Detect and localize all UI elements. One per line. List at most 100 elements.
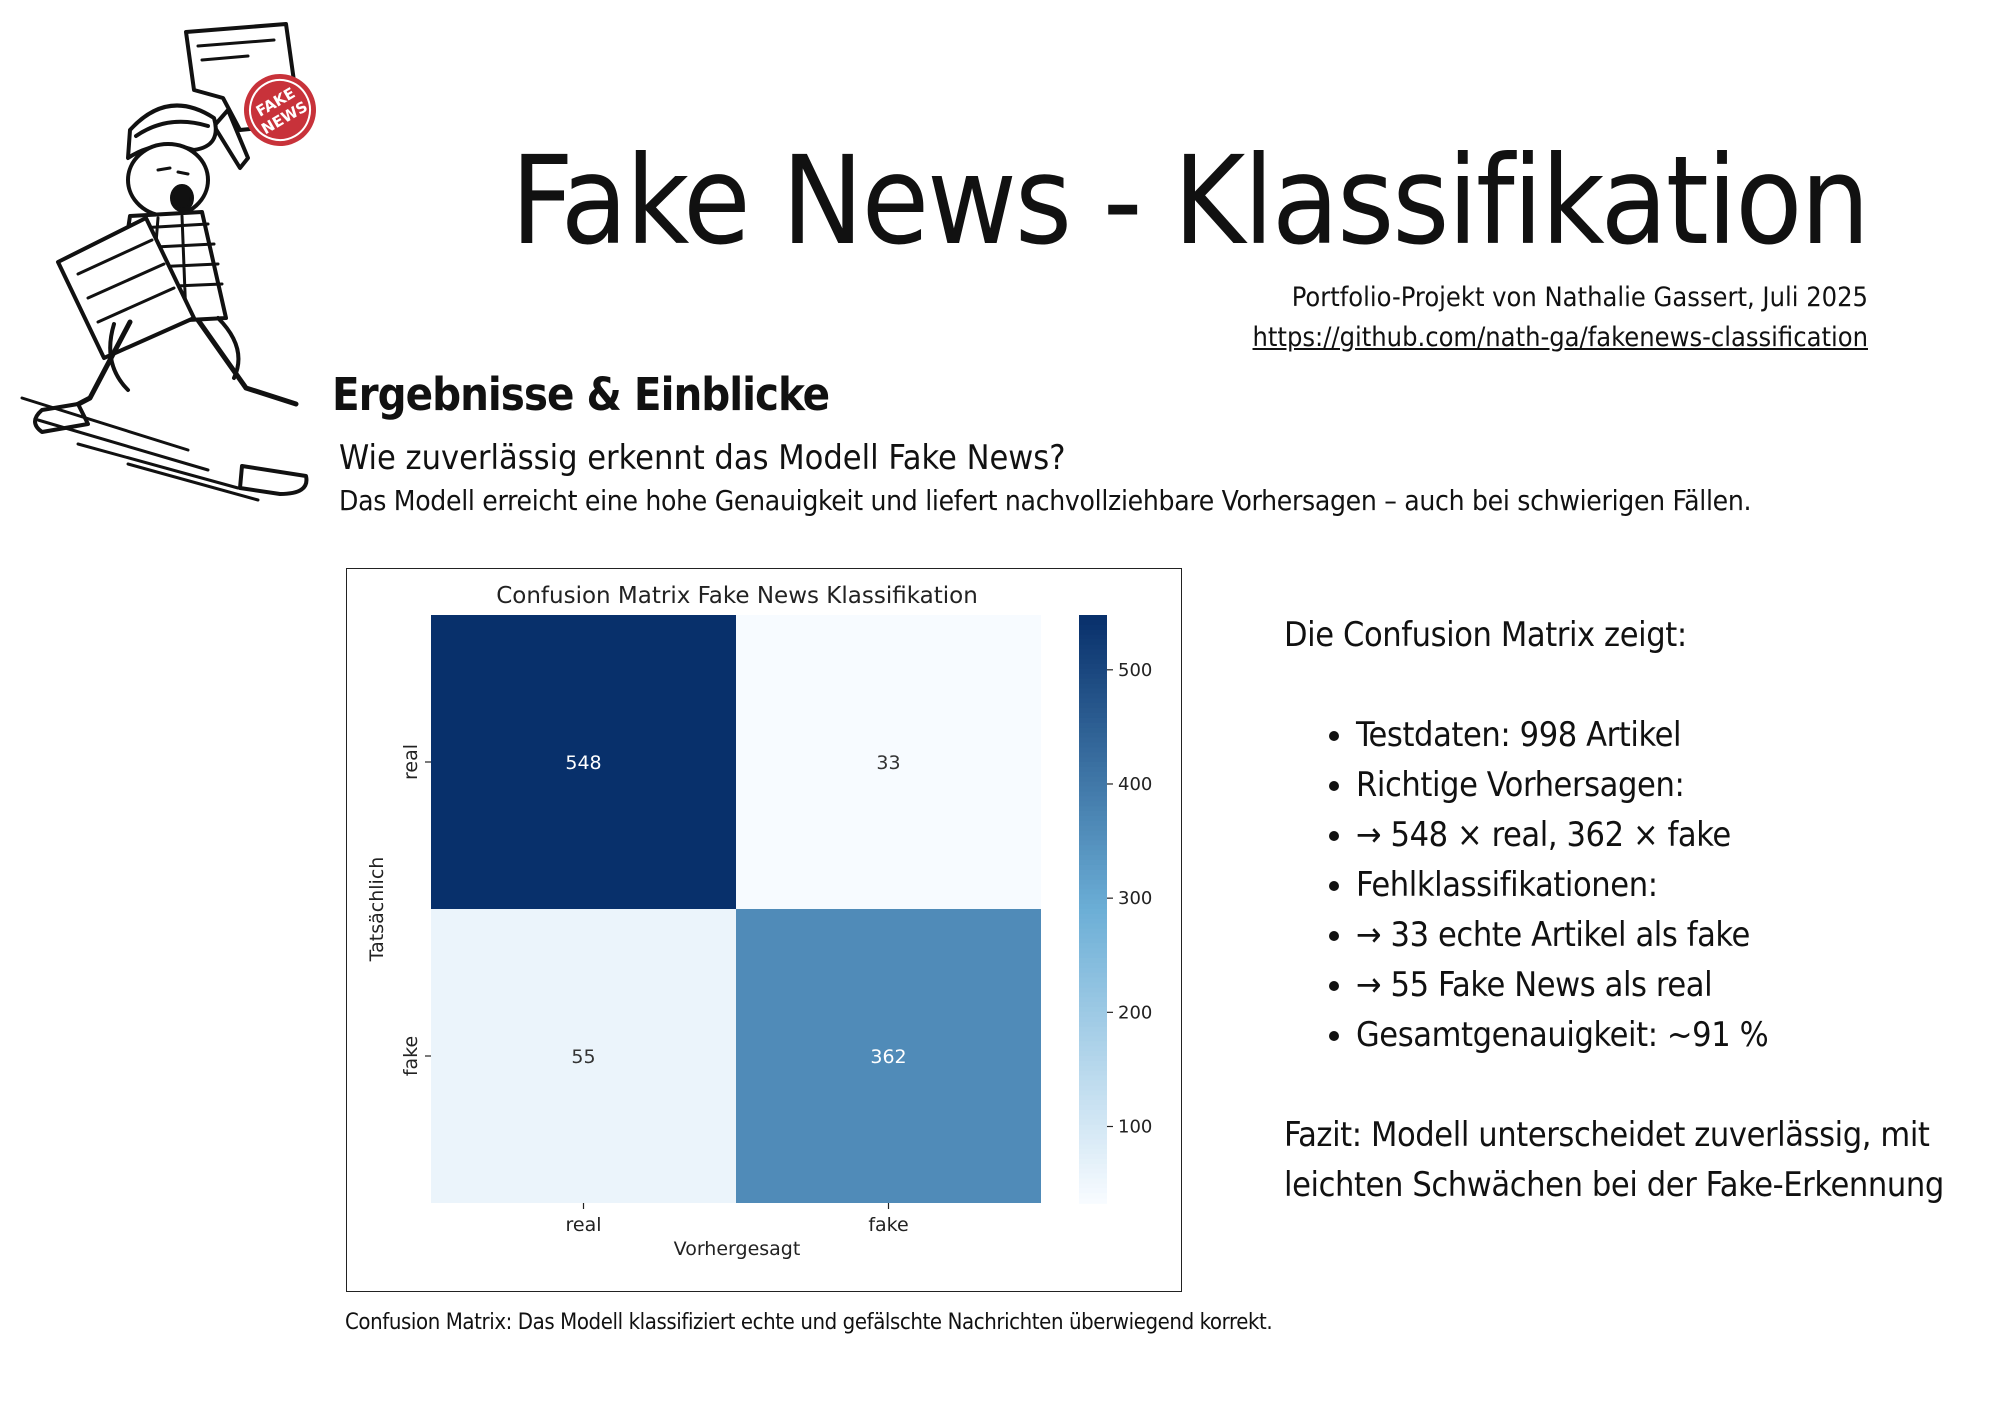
chart-title: Confusion Matrix Fake News Klassifikatio… xyxy=(496,583,978,609)
list-item: Gesamtgenauigkeit: ~91 % xyxy=(1356,1010,1944,1060)
colorbar-tick-label: 400 xyxy=(1118,774,1152,795)
y-axis-label: Tatsächlich xyxy=(366,857,388,963)
colorbar-segment xyxy=(1079,703,1107,709)
colorbar-segment xyxy=(1079,766,1107,773)
colorbar-segment xyxy=(1079,771,1107,778)
colorbar-segment xyxy=(1079,948,1107,954)
colorbar-segment xyxy=(1079,864,1107,871)
colorbar-tick-label: 100 xyxy=(1118,1117,1152,1138)
colorbar-segment xyxy=(1079,615,1107,621)
colorbar-segment xyxy=(1079,1163,1107,1170)
colorbar-segment xyxy=(1079,781,1107,788)
colorbar-segment xyxy=(1079,693,1107,700)
figure-caption: Confusion Matrix: Das Modell klassifizie… xyxy=(345,1310,1273,1335)
colorbar-segment xyxy=(1079,977,1107,984)
colorbar-segment xyxy=(1079,918,1107,925)
colorbar-segment xyxy=(1079,972,1107,979)
x-tick-label: real xyxy=(565,1214,601,1236)
colorbar-segment xyxy=(1079,624,1107,631)
colorbar-segment xyxy=(1079,1193,1107,1199)
colorbar-segment xyxy=(1079,874,1107,881)
colorbar-segment xyxy=(1079,801,1107,807)
list-item: → 548 × real, 362 × fake xyxy=(1356,810,1944,860)
colorbar-segment xyxy=(1079,962,1107,969)
newsboy-illustration-icon: FAKE NEWS xyxy=(20,22,316,502)
colorbar-segment xyxy=(1079,1085,1107,1092)
colorbar-segment xyxy=(1079,1056,1107,1062)
colorbar-segment xyxy=(1079,1036,1107,1043)
colorbar-segment xyxy=(1079,742,1107,749)
colorbar-segment xyxy=(1079,776,1107,783)
colorbar-segment xyxy=(1079,933,1107,940)
list-item: Fehlklassifikationen: xyxy=(1356,860,1944,910)
list-item: → 55 Fake News als real xyxy=(1356,960,1944,1010)
colorbar-segment xyxy=(1079,796,1107,802)
colorbar-segment xyxy=(1079,708,1107,714)
colorbar-segment xyxy=(1079,1070,1107,1077)
heatmap-cell xyxy=(431,909,736,1203)
colorbar-segment xyxy=(1079,953,1107,959)
colorbar-segment xyxy=(1079,722,1107,729)
summary-intro: Die Confusion Matrix zeigt: xyxy=(1284,615,1687,655)
colorbar-segment xyxy=(1079,913,1107,920)
colorbar-segment xyxy=(1079,732,1107,739)
colorbar-segment xyxy=(1079,840,1107,847)
colorbar-segment xyxy=(1079,1090,1107,1096)
axis-ticks: real fake real fake xyxy=(400,744,909,1236)
colorbar-segment xyxy=(1079,997,1107,1003)
colorbar-segment xyxy=(1079,1105,1107,1111)
list-item: Richtige Vorhersagen: xyxy=(1356,760,1944,810)
y-tick-label: real xyxy=(400,744,422,780)
colorbar-segment xyxy=(1079,1100,1107,1106)
colorbar-segment xyxy=(1079,958,1107,964)
colorbar-segment xyxy=(1079,1139,1107,1145)
colorbar-segment xyxy=(1079,1154,1107,1160)
colorbar-segment xyxy=(1079,659,1107,665)
colorbar-segment xyxy=(1079,698,1107,704)
colorbar-segment xyxy=(1079,855,1107,861)
colorbar-segment xyxy=(1079,683,1107,690)
colorbar-segment xyxy=(1079,713,1107,719)
colorbar-segment xyxy=(1079,806,1107,812)
colorbar-segment xyxy=(1079,1168,1107,1175)
colorbar-segment xyxy=(1079,1158,1107,1165)
section-heading: Ergebnisse & Einblicke xyxy=(332,368,830,421)
confusion-matrix-chart: Confusion Matrix Fake News Klassifikatio… xyxy=(366,583,1152,1260)
colorbar-segment xyxy=(1079,1144,1107,1150)
heatmap-cell xyxy=(736,909,1041,1203)
colorbar-segment xyxy=(1079,928,1107,935)
github-link[interactable]: https://github.com/nath-ga/fakenews-clas… xyxy=(1252,322,1868,353)
colorbar-segment xyxy=(1079,757,1107,763)
colorbar-segment xyxy=(1079,938,1107,945)
colorbar-segment xyxy=(1079,664,1107,670)
colorbar-segment xyxy=(1079,1007,1107,1013)
section-question: Wie zuverlässig erkennt das Modell Fake … xyxy=(339,438,1066,478)
colorbar-segment xyxy=(1079,629,1107,636)
colorbar-segment xyxy=(1079,1173,1107,1180)
colorbar-segment xyxy=(1079,835,1107,842)
colorbar-segment xyxy=(1079,644,1107,651)
colorbar-segment xyxy=(1079,943,1107,949)
colorbar-tick-label: 300 xyxy=(1118,888,1152,909)
colorbar-segment xyxy=(1079,992,1107,998)
colorbar-segment xyxy=(1079,1002,1107,1008)
colorbar-segment xyxy=(1079,845,1107,851)
colorbar-segment xyxy=(1079,619,1107,626)
summary-panel: Die Confusion Matrix zeigt: Testdaten: 9… xyxy=(1284,610,1944,1210)
colorbar-segment xyxy=(1079,923,1107,930)
colorbar-segment xyxy=(1079,1031,1107,1038)
cell-value-label: 55 xyxy=(571,1046,595,1068)
colorbar-segment xyxy=(1079,1046,1107,1052)
colorbar-segment xyxy=(1079,894,1107,900)
summary-list: Testdaten: 998 Artikel Richtige Vorhersa… xyxy=(1284,710,1944,1060)
colorbar-segment xyxy=(1079,869,1107,876)
colorbar-segment xyxy=(1079,1021,1107,1028)
colorbar-segment xyxy=(1079,1198,1107,1204)
colorbar-segment xyxy=(1079,654,1107,660)
colorbar-segment xyxy=(1079,909,1107,915)
list-item: → 33 echte Artikel als fake xyxy=(1356,910,1944,960)
heatmap-cell xyxy=(431,615,736,909)
colorbar-segment xyxy=(1079,1016,1107,1023)
colorbar-segment xyxy=(1079,747,1107,753)
colorbar-segment xyxy=(1079,1149,1107,1155)
